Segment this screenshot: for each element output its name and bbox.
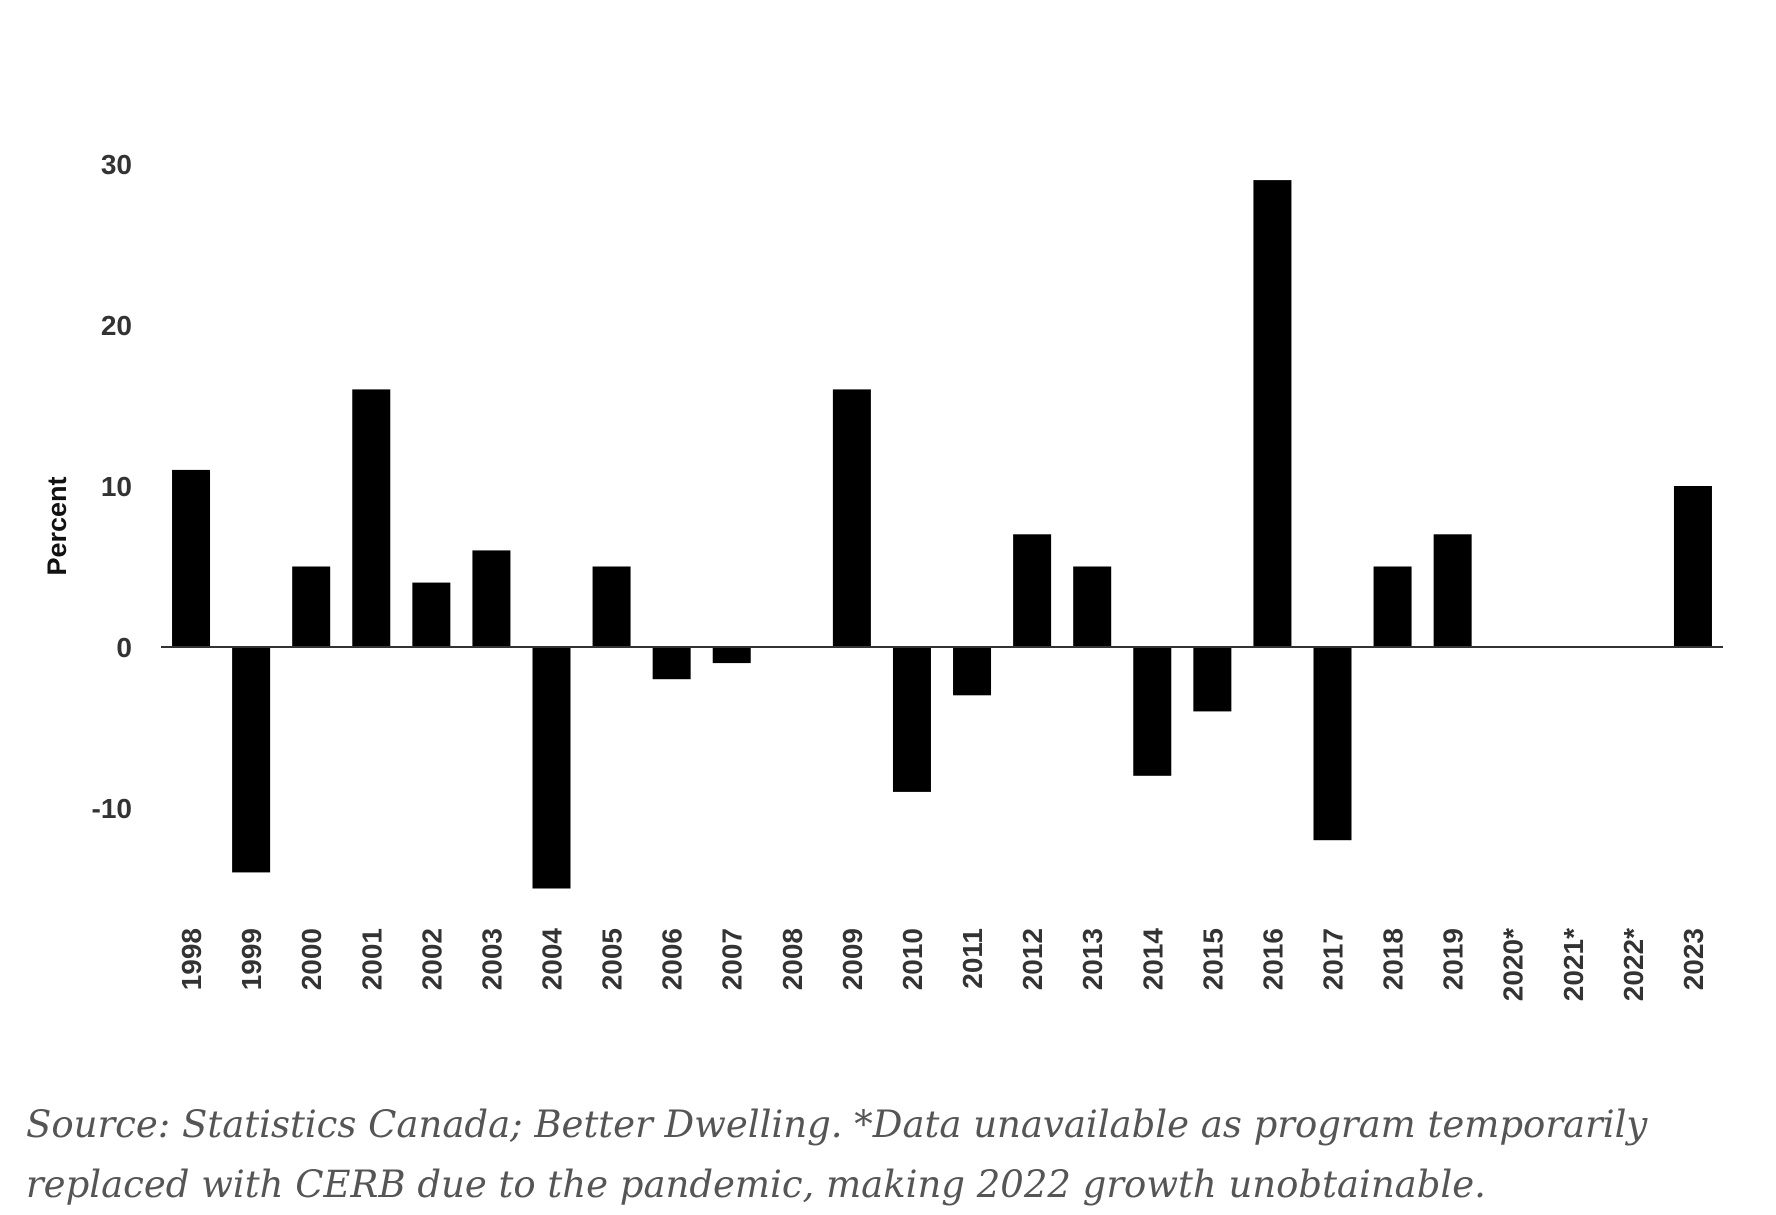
y-tick-label: 10 (101, 471, 132, 502)
bar-2016 (1253, 180, 1292, 647)
bar-2010 (892, 647, 931, 792)
source-caption: Source: Statistics Canada; Better Dwelli… (26, 1103, 1648, 1206)
bar-2006 (652, 647, 691, 680)
bar-1999 (232, 647, 271, 873)
x-tick-label: 1999 (236, 928, 267, 990)
bar-2004 (532, 647, 571, 889)
x-tick-label: 2011 (957, 928, 988, 989)
x-axis-ticks: 1998 1999 2000 2001 2002 2003 2004 2005 2006 2007… (176, 928, 1709, 1002)
x-tick-label: 2022* (1618, 928, 1649, 1001)
bar-2023 (1673, 486, 1712, 647)
bar-2011 (953, 647, 992, 696)
bar-2012 (1013, 534, 1052, 647)
bar-2007 (712, 647, 751, 664)
x-tick-label: 2019 (1438, 928, 1469, 990)
bar-2003 (472, 550, 511, 647)
x-tick-label: 2018 (1378, 928, 1409, 990)
y-tick-label: 30 (101, 149, 132, 180)
x-tick-label: 2005 (597, 928, 628, 990)
x-tick-label: 2013 (1077, 928, 1108, 990)
bar-2015 (1193, 647, 1232, 712)
x-tick-label: 2004 (537, 928, 568, 991)
y-tick-label: -10 (92, 793, 132, 824)
y-tick-label: 0 (116, 632, 132, 663)
x-tick-label: 2023 (1678, 928, 1709, 990)
bar-1998 (172, 469, 211, 647)
x-tick-label: 2020* (1498, 928, 1529, 1001)
x-tick-label: 2009 (837, 928, 868, 990)
x-tick-label: 2017 (1318, 928, 1349, 990)
x-tick-label: 2014 (1137, 928, 1168, 991)
x-tick-label: 2002 (416, 928, 447, 990)
x-tick-label: 2012 (1017, 928, 1048, 990)
x-tick-label: 2021* (1558, 928, 1589, 1001)
bar-2002 (412, 582, 451, 647)
x-tick-label: 2015 (1197, 928, 1228, 990)
y-tick-label: 20 (101, 310, 132, 341)
y-axis-label: Percent (42, 476, 72, 575)
bar-2017 (1313, 647, 1352, 841)
x-tick-label: 2008 (777, 928, 808, 990)
bar-2019 (1433, 534, 1472, 647)
bars (172, 180, 1712, 889)
bar-2013 (1073, 566, 1112, 647)
x-tick-label: 2003 (476, 928, 507, 990)
y-axis-ticks: 30 20 10 0 -10 (92, 149, 132, 824)
bar-2009 (832, 389, 871, 647)
x-tick-label: 2000 (296, 928, 327, 990)
bar-2014 (1133, 647, 1172, 776)
bar-2018 (1373, 566, 1412, 647)
x-tick-label: 1998 (176, 928, 207, 990)
bar-2005 (592, 566, 631, 647)
x-tick-label: 2006 (657, 928, 688, 990)
x-tick-label: 2016 (1257, 928, 1288, 990)
x-tick-label: 2010 (897, 928, 928, 990)
bar-2001 (352, 389, 391, 647)
x-tick-label: 2001 (356, 928, 387, 990)
x-tick-label: 2007 (717, 928, 748, 990)
bar-2000 (292, 566, 331, 647)
